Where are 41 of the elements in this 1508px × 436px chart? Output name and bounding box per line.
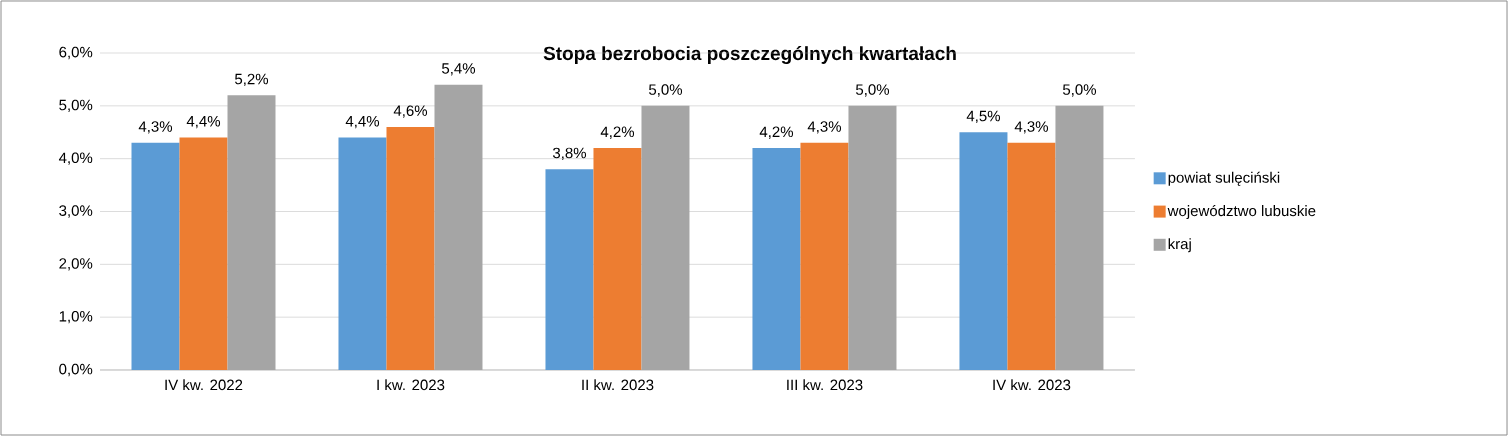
bar bbox=[386, 126, 435, 370]
data-label: 5,0% bbox=[855, 84, 890, 97]
bar bbox=[545, 169, 594, 370]
data-label: 4,3% bbox=[138, 121, 173, 134]
y-tick-label: 2,0% bbox=[59, 258, 93, 271]
x-tick-label: I kw. 2023 bbox=[377, 379, 445, 391]
bar bbox=[752, 148, 801, 370]
x-tick-label: III kw. 2023 bbox=[787, 379, 863, 391]
y-tick-label: 5,0% bbox=[59, 99, 93, 113]
data-label: 4,3% bbox=[807, 121, 842, 134]
x-tick-label: IV kw. 2022 bbox=[165, 379, 243, 391]
bar bbox=[800, 142, 849, 370]
data-label: 4,3% bbox=[1014, 121, 1049, 134]
data-label: 5,0% bbox=[1062, 84, 1097, 97]
y-tick-label: 0,0% bbox=[59, 363, 93, 377]
data-label: 4,2% bbox=[759, 126, 794, 139]
bar bbox=[179, 137, 228, 370]
data-label: 4,2% bbox=[600, 126, 635, 139]
bar bbox=[593, 148, 642, 370]
legend-label: kraj bbox=[1168, 238, 1191, 253]
data-label: 4,4% bbox=[345, 116, 380, 129]
data-label: 5,0% bbox=[648, 84, 683, 97]
bar bbox=[959, 132, 1008, 370]
y-tick-label: 6,0% bbox=[59, 46, 93, 60]
legend-label: województwo lubuskie bbox=[1167, 204, 1316, 220]
x-tick-label: II kw. 2023 bbox=[582, 379, 654, 391]
data-label: 4,5% bbox=[966, 110, 1001, 124]
bar bbox=[1007, 142, 1056, 370]
x-tick-label: IV kw. 2023 bbox=[993, 379, 1071, 391]
bar bbox=[338, 137, 387, 370]
y-tick-label: 1,0% bbox=[59, 310, 93, 324]
y-tick-label: 3,0% bbox=[59, 205, 93, 218]
data-label: 5,4% bbox=[441, 63, 476, 76]
bar bbox=[131, 142, 180, 370]
data-label: 4,4% bbox=[186, 116, 221, 129]
data-label: 4,6% bbox=[393, 105, 428, 118]
legend-label: powiat sulęciński bbox=[1168, 171, 1280, 186]
data-label: 5,2% bbox=[235, 73, 269, 87]
data-label: 3,8% bbox=[552, 147, 587, 161]
chart-title: Stopa bezrobocia poszczególnych kwartałach bbox=[543, 46, 956, 64]
y-tick-label: 4,0% bbox=[58, 152, 93, 165]
